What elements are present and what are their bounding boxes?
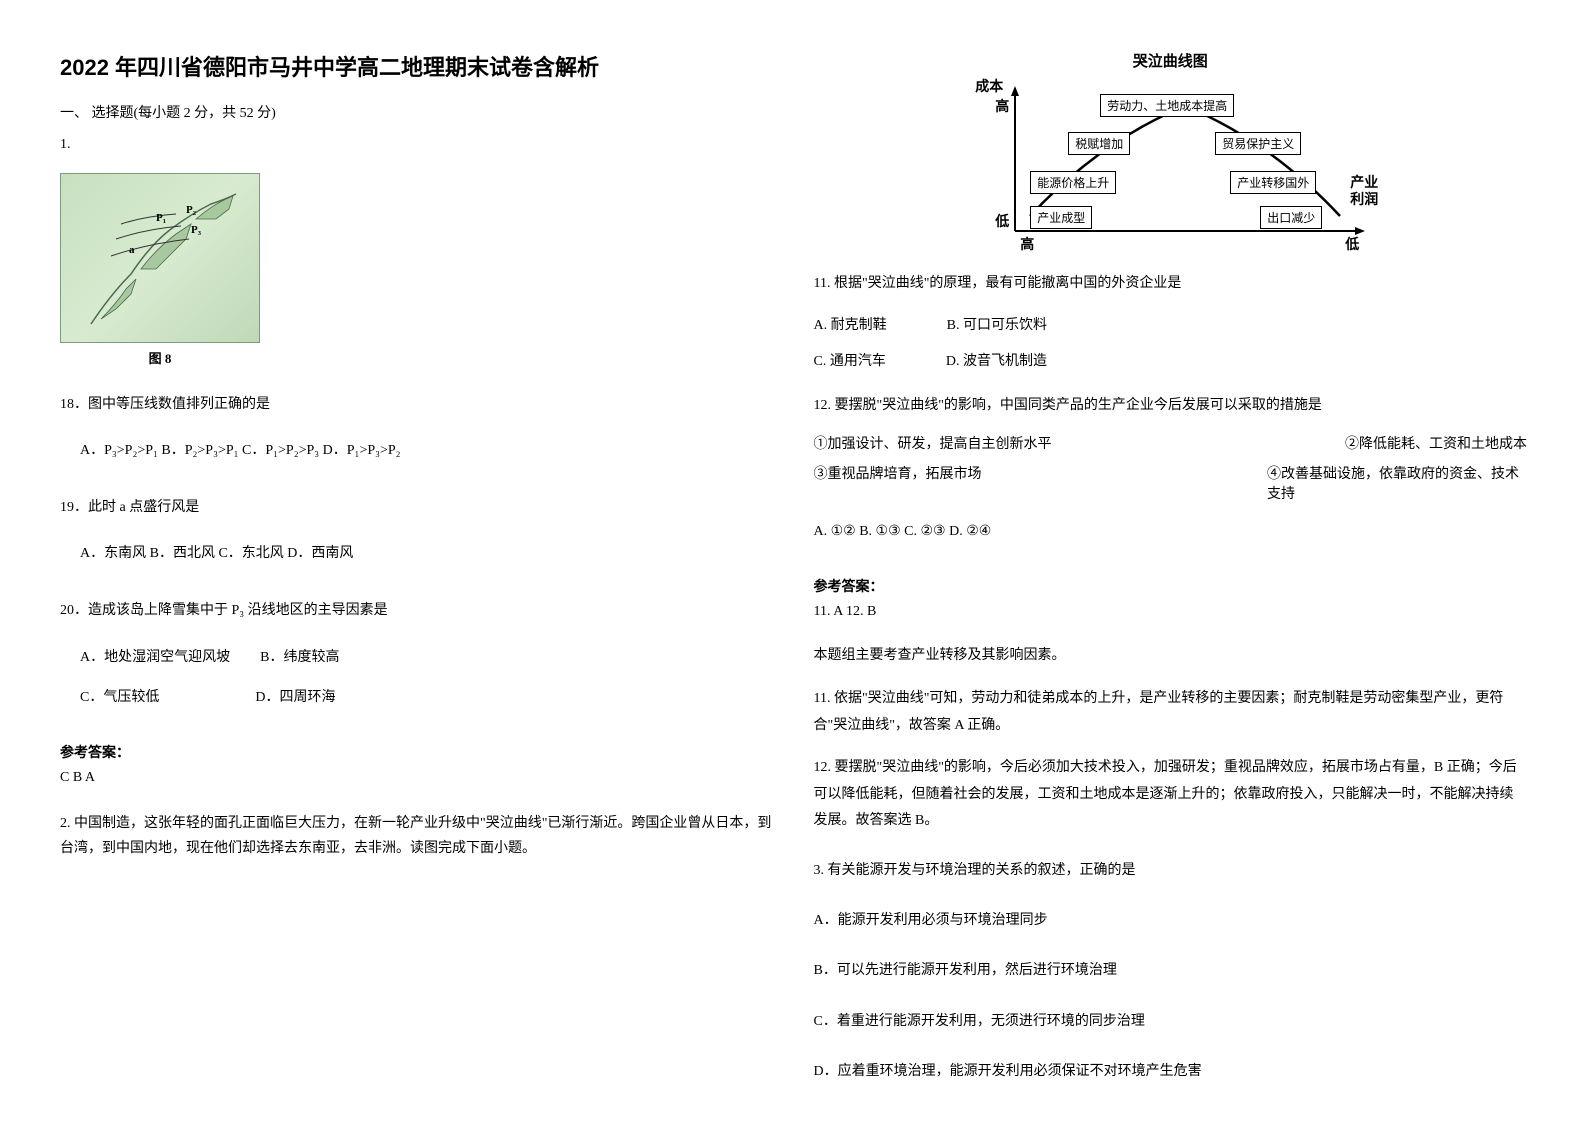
q12-row1: ①加强设计、研发，提高自主创新水平 ②降低能耗、工资和土地成本 — [814, 433, 1528, 453]
right-column: 哭泣曲线图 成本 高 低 高 低 产业利润 劳动力、土地成本提高 税赋增加 贸易… — [814, 50, 1528, 1072]
q20-text: 20．造成该岛上降雪集中于 P₃ 沿线地区的主导因素是 — [60, 598, 774, 623]
q19-options: A．东南风 B．西北风 C．东北风 D．西南风 — [80, 540, 774, 568]
box-tax: 税赋增加 — [1068, 132, 1130, 155]
box-formed: 产业成型 — [1030, 206, 1092, 229]
q11-row1: A. 耐克制鞋 B. 可口可乐饮料 — [814, 314, 1528, 334]
q2-intro: 2. 中国制造，这张年轻的面孔正面临巨大压力，在新一轮产业升级中"哭泣曲线"已渐… — [60, 811, 774, 861]
q18-text: 18．图中等压线数值排列正确的是 — [60, 392, 774, 417]
y-low: 低 — [995, 211, 1009, 231]
map-svg — [61, 174, 261, 344]
map-label-p3: P₃ — [191, 224, 201, 236]
map-label-a: a — [129, 244, 135, 256]
y-label-cost: 成本 — [975, 76, 1003, 96]
q12-o2: ②降低能耗、工资和土地成本 — [1345, 433, 1527, 453]
box-transfer: 产业转移国外 — [1230, 171, 1316, 194]
fig-label: 图 8 — [60, 348, 260, 367]
box-energy: 能源价格上升 — [1030, 171, 1116, 194]
curve-diagram: 成本 高 低 高 低 产业利润 劳动力、土地成本提高 税赋增加 贸易保护主义 能… — [960, 76, 1380, 251]
box-top: 劳动力、土地成本提高 — [1100, 94, 1234, 117]
q11-row2: C. 通用汽车 D. 波音飞机制造 — [814, 350, 1528, 370]
q12-o4: ④改善基础设施，依靠政府的资金、技术支持 — [1267, 463, 1527, 503]
map-label-p2: P₂ — [186, 204, 196, 216]
y-high: 高 — [995, 96, 1009, 116]
left-column: 2022 年四川省德阳市马井中学高二地理期末试卷含解析 一、 选择题(每小题 2… — [60, 50, 774, 1072]
q3-a: A．能源开发利用必须与环境治理同步 — [814, 908, 1528, 933]
q1-num: 1. — [60, 137, 774, 153]
exp-11: 11. 依据"哭泣曲线"可知，劳动力和徒弟成本的上升，是产业转移的主要因素；耐克… — [814, 686, 1528, 739]
q3-b: B．可以先进行能源开发利用，然后进行环境治理 — [814, 958, 1528, 983]
q3-c: C．着重进行能源开发利用，无须进行环境的同步治理 — [814, 1009, 1528, 1034]
q11-a: A. 耐克制鞋 — [814, 314, 887, 334]
q11-b: B. 可口可乐饮料 — [947, 314, 1047, 334]
q12-opts: A. ①② B. ①③ C. ②③ D. ②④ — [814, 518, 1528, 546]
q18-options: A．P₃>P₂>P₁ B．P₂>P₃>P₁ C．P₁>P₂>P₃ D．P₁>P₃… — [80, 437, 774, 465]
q20-options: A．地处湿润空气迎风坡 B．纬度较高 C．气压较低 D．四周环海 — [80, 644, 774, 712]
q12-text: 12. 要摆脱"哭泣曲线"的影响，中国同类产品的生产企业今后发展可以采取的措施是 — [814, 393, 1528, 418]
q12-o3: ③重视品牌培育，拓展市场 — [814, 463, 982, 503]
box-trade: 贸易保护主义 — [1215, 132, 1301, 155]
q11-c: C. 通用汽车 — [814, 350, 886, 370]
exp-12: 12. 要摆脱"哭泣曲线"的影响，今后必须加大技术投入，加强研发；重视品牌效应，… — [814, 755, 1528, 835]
crying-curve-diagram: 哭泣曲线图 成本 高 低 高 低 产业利润 劳动力、土地成本提高 税赋增加 贸易… — [960, 50, 1380, 251]
answer-1: C B A — [60, 770, 774, 786]
answer-header-1: 参考答案： — [60, 742, 774, 762]
diagram-title: 哭泣曲线图 — [960, 50, 1380, 71]
exp-intro: 本题组主要考查产业转移及其影响因素。 — [814, 643, 1528, 670]
q20-opt-b: B．纬度较高 — [260, 644, 339, 672]
figure-8: P₁ P₂ P₃ a 图 8 — [60, 173, 260, 367]
map-label-p1: P₁ — [156, 212, 166, 224]
q20-opt-a: A．地处湿润空气迎风坡 — [80, 644, 230, 672]
q19-text: 19．此时 a 点盛行风是 — [60, 495, 774, 520]
box-export: 出口减少 — [1260, 206, 1322, 229]
section-header: 一、 选择题(每小题 2 分，共 52 分) — [60, 102, 774, 122]
q3-d: D．应着重环境治理，能源开发利用必须保证不对环境产生危害 — [814, 1059, 1528, 1084]
q20-opt-d: D．四周环海 — [255, 684, 335, 712]
doc-title: 2022 年四川省德阳市马井中学高二地理期末试卷含解析 — [60, 50, 774, 82]
q20-opt-c: C．气压较低 — [80, 684, 159, 712]
q3-text: 3. 有关能源开发与环境治理的关系的叙述，正确的是 — [814, 858, 1528, 883]
q11-text: 11. 根据"哭泣曲线"的原理，最有可能撤离中国的外资企业是 — [814, 271, 1528, 296]
map-image: P₁ P₂ P₃ a — [60, 173, 260, 343]
q12-o1: ①加强设计、研发，提高自主创新水平 — [814, 433, 1052, 453]
answer-2: 11. A 12. B — [814, 604, 1528, 620]
q12-row2: ③重视品牌培育，拓展市场 ④改善基础设施，依靠政府的资金、技术支持 — [814, 463, 1528, 503]
q11-d: D. 波音飞机制造 — [946, 350, 1047, 370]
right-label: 产业利润 — [1350, 176, 1380, 210]
x-high: 高 — [1020, 234, 1034, 254]
answer-header-2: 参考答案： — [814, 576, 1528, 596]
x-low: 低 — [1345, 234, 1359, 254]
